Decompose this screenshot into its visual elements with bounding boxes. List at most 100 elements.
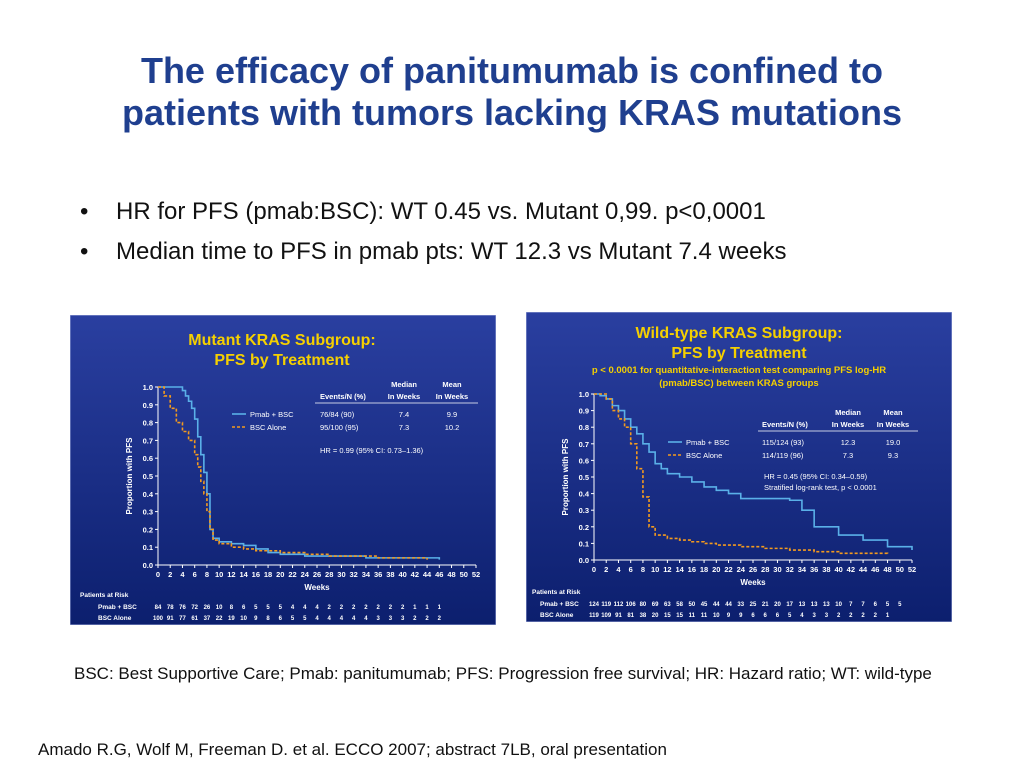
risk-count: 2: [438, 616, 442, 622]
risk-count: 4: [800, 613, 804, 619]
risk-count: 50: [689, 602, 696, 608]
wild-type-kras-chart-panel: Wild-type KRAS Subgroup: PFS by Treatment…: [525, 311, 953, 623]
x-tick-label: 50: [896, 565, 904, 574]
table-mean: 10.2: [445, 423, 460, 432]
x-tick-label: 38: [822, 565, 830, 574]
x-tick-label: 38: [386, 570, 394, 579]
table-mean: 9.9: [447, 410, 457, 419]
risk-count: 5: [303, 616, 307, 622]
x-tick-label: 40: [398, 570, 406, 579]
table-header-mean: Mean: [442, 380, 462, 389]
table-header-median-unit: In Weeks: [388, 392, 420, 401]
bsc-alone-curve: [158, 386, 428, 560]
risk-count: 91: [615, 613, 622, 619]
x-tick-label: 8: [641, 565, 645, 574]
risk-count: 7: [861, 602, 865, 608]
x-tick-label: 32: [786, 565, 794, 574]
x-tick-label: 4: [180, 570, 185, 579]
risk-count: 100: [153, 616, 164, 622]
y-tick-label: 0.2: [579, 523, 589, 532]
risk-count: 19: [228, 616, 235, 622]
bullet-hr: HR for PFS (pmab:BSC): WT 0.45 vs. Mutan…: [72, 192, 787, 232]
x-tick-label: 14: [239, 570, 248, 579]
citation: Amado R.G, Wolf M, Freeman D. et al. ECC…: [38, 740, 667, 759]
table-header-events: Events/N (%): [320, 392, 366, 401]
risk-count: 3: [812, 613, 816, 619]
x-tick-label: 42: [847, 565, 855, 574]
x-tick-label: 12: [663, 565, 671, 574]
risk-count: 3: [825, 613, 829, 619]
risk-count: 37: [204, 616, 211, 622]
risk-count: 3: [376, 616, 380, 622]
risk-count: 5: [254, 605, 258, 611]
risk-count: 10: [240, 616, 247, 622]
y-tick-label: 0.6: [143, 454, 153, 463]
risk-count: 72: [191, 605, 198, 611]
risk-count: 3: [389, 616, 393, 622]
y-tick-label: 0.0: [143, 561, 153, 570]
risk-count: 109: [601, 613, 612, 619]
risk-count: 2: [389, 605, 393, 611]
risk-count: 2: [364, 605, 368, 611]
y-tick-label: 0.9: [579, 407, 589, 416]
risk-count: 3: [401, 616, 405, 622]
risk-count: 6: [874, 602, 878, 608]
risk-count: 11: [689, 613, 696, 619]
x-tick-label: 0: [156, 570, 160, 579]
x-tick-label: 46: [871, 565, 879, 574]
x-tick-label: 6: [629, 565, 633, 574]
bullet-median: Median time to PFS in pmab pts: WT 12.3 …: [72, 232, 787, 272]
log-rank-annotation: Stratified log-rank test, p < 0.0001: [764, 483, 877, 492]
mutant-kras-chart: Mutant KRAS Subgroup: PFS by Treatment 0.0…: [69, 314, 497, 626]
y-tick-label: 0.5: [579, 473, 589, 482]
x-tick-label: 44: [423, 570, 432, 579]
risk-count: 4: [291, 605, 295, 611]
risk-count: 76: [179, 605, 186, 611]
x-tick-label: 26: [749, 565, 757, 574]
risk-count: 1: [438, 605, 442, 611]
chart-background: [69, 314, 497, 626]
x-tick-label: 22: [724, 565, 732, 574]
risk-count: 6: [764, 613, 768, 619]
x-tick-label: 0: [592, 565, 596, 574]
mutant-kras-chart-panel: Mutant KRAS Subgroup: PFS by Treatment 0.0…: [69, 314, 497, 626]
risk-count: 15: [664, 613, 671, 619]
x-tick-label: 48: [447, 570, 455, 579]
risk-count: 2: [861, 613, 865, 619]
legend-entry: BSC Alone: [250, 423, 286, 432]
risk-count: 15: [676, 613, 683, 619]
x-tick-label: 22: [288, 570, 296, 579]
risk-count: 4: [340, 616, 344, 622]
risk-count: 44: [725, 602, 732, 608]
risk-count: 4: [303, 605, 307, 611]
table-header-mean-unit: In Weeks: [877, 420, 909, 429]
y-tick-label: 0.1: [579, 539, 589, 548]
legend-entry: BSC Alone: [686, 451, 722, 460]
x-tick-label: 36: [374, 570, 382, 579]
risk-count: 6: [776, 613, 780, 619]
y-tick-label: 0.7: [579, 440, 589, 449]
risk-count: 38: [640, 613, 647, 619]
wild-type-kras-chart: Wild-type KRAS Subgroup: PFS by Treatment…: [525, 311, 953, 623]
risk-count: 8: [230, 605, 234, 611]
chart-title-line-1: Wild-type KRAS Subgroup:: [636, 325, 843, 342]
y-tick-label: 0.7: [143, 436, 153, 445]
y-axis-label: Proportion with PFS: [561, 438, 570, 516]
risk-count: 10: [713, 613, 720, 619]
table-header-mean-unit: In Weeks: [436, 392, 468, 401]
x-tick-label: 34: [798, 565, 807, 574]
risk-count: 20: [652, 613, 659, 619]
y-tick-label: 0.4: [143, 490, 154, 499]
risk-count: 11: [701, 613, 708, 619]
risk-count: 1: [886, 613, 890, 619]
risk-count: 13: [823, 602, 830, 608]
risk-count: 124: [589, 602, 600, 608]
table-header-mean: Mean: [883, 408, 903, 417]
risk-count: 9: [254, 616, 258, 622]
x-tick-label: 40: [834, 565, 842, 574]
risk-count: 2: [837, 613, 841, 619]
title-line-1: The efficacy of panitumumab is confined …: [140, 50, 884, 91]
risk-count: 2: [849, 613, 853, 619]
risk-count: 2: [328, 605, 332, 611]
table-header-events: Events/N (%): [762, 420, 808, 429]
